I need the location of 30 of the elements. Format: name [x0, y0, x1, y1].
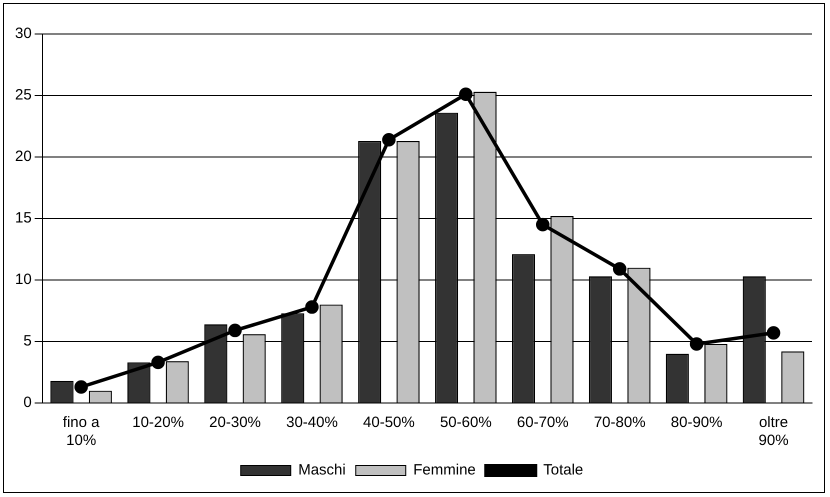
point	[151, 356, 165, 370]
x-tick-label: 70-80%	[594, 414, 646, 432]
legend-label: Femmine	[413, 462, 476, 479]
y-tick-label: 10	[14, 271, 32, 288]
x-tick-label: 80-90%	[670, 414, 722, 432]
y-tick-label: 15	[14, 210, 32, 227]
y-tick-label: 25	[14, 86, 32, 104]
y-tick-label: 5	[23, 332, 32, 350]
x-tick-label: 60-70%	[516, 414, 569, 432]
point	[382, 133, 396, 147]
x-tick-label: 10-20%	[132, 414, 184, 432]
x-tick-label: 40-50%	[363, 414, 415, 432]
point	[766, 326, 780, 340]
point	[536, 218, 550, 232]
x-tick-label: 20-30%	[209, 414, 261, 432]
x-tick-label: fino a 10%	[62, 414, 100, 450]
x-tick-label: oltre 90%	[758, 414, 789, 450]
x-tick-label: 30-40%	[286, 414, 338, 432]
point	[305, 300, 319, 314]
legend-label: Totale	[543, 462, 584, 479]
point	[459, 88, 473, 102]
x-tick-label: 50-60%	[440, 414, 492, 432]
y-tick-label: 20	[14, 148, 32, 166]
point	[74, 380, 88, 394]
y-tick-label: 0	[23, 394, 32, 412]
point	[228, 324, 242, 338]
point	[612, 262, 626, 276]
point	[690, 337, 704, 351]
y-tick-label: 30	[14, 25, 32, 42]
legend-label: Maschi	[298, 462, 346, 479]
